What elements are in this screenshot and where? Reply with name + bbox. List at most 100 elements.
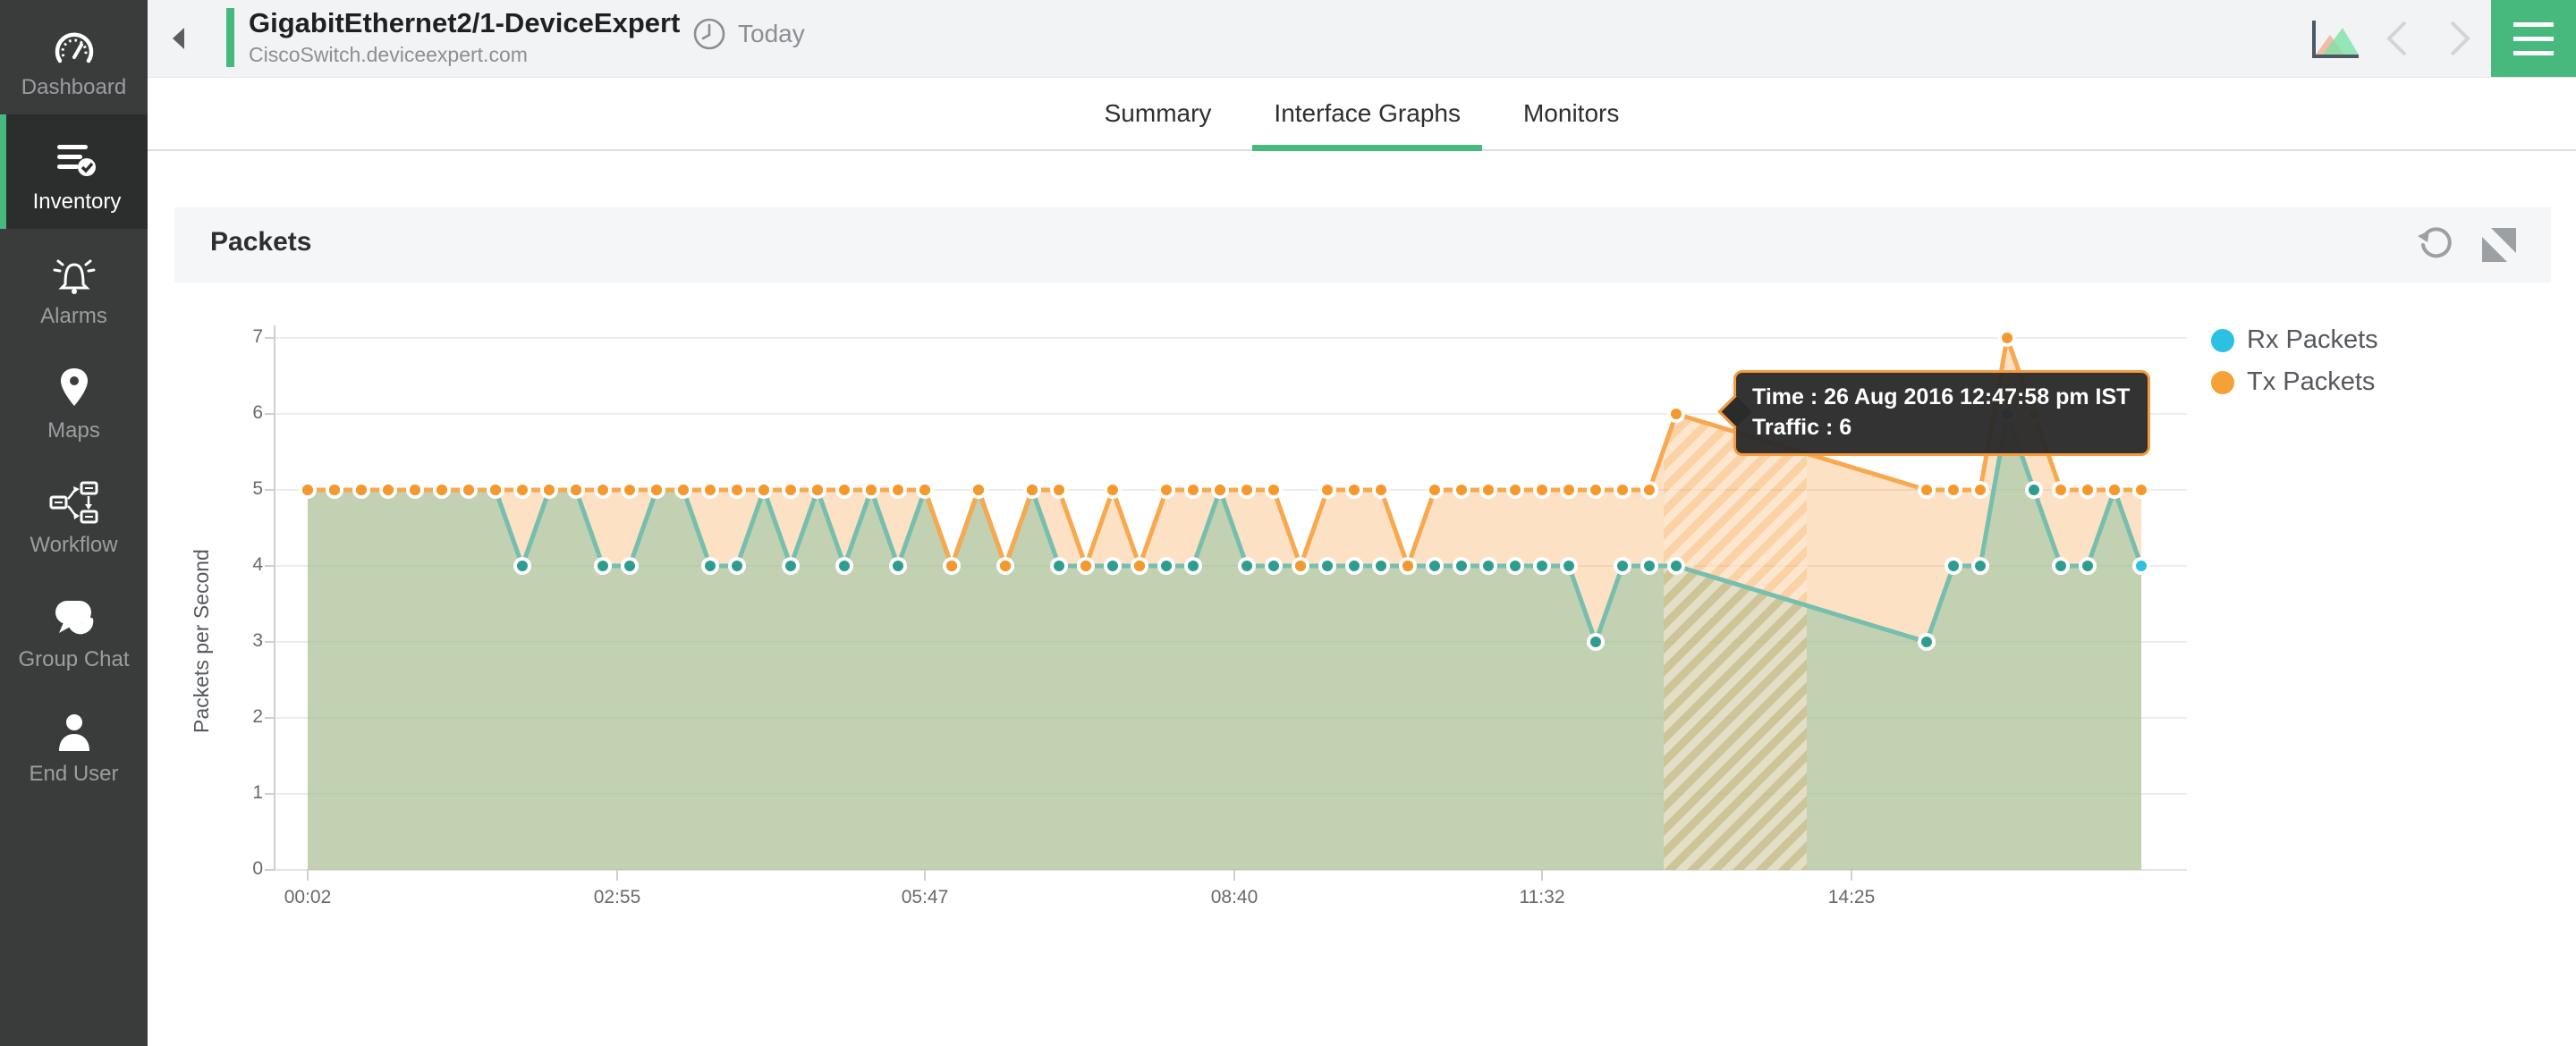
rx-data-point[interactable] [1671,561,1682,571]
tx-data-point[interactable] [490,485,501,495]
time-range-selector[interactable]: Today [691,16,805,52]
rx-data-point[interactable] [597,561,608,571]
refresh-button[interactable] [2415,225,2454,265]
next-button[interactable] [2428,0,2491,77]
rx-data-point[interactable] [1644,561,1655,571]
tx-data-point[interactable] [1510,485,1521,495]
rx-data-point[interactable] [1241,561,1252,571]
rx-data-point[interactable] [517,561,528,571]
tx-data-point[interactable] [1349,485,1360,495]
tx-data-point[interactable] [1000,561,1011,571]
tx-data-point[interactable] [1402,561,1413,571]
tx-data-point[interactable] [2082,485,2093,495]
rx-data-point[interactable] [1188,561,1199,571]
tx-data-point[interactable] [946,561,957,571]
tx-data-point[interactable] [544,485,555,495]
tx-data-point[interactable] [2002,333,2012,343]
rx-data-point[interactable] [1563,561,1574,571]
tx-data-point[interactable] [1376,485,1386,495]
tx-data-point[interactable] [1429,485,1440,495]
tx-data-point[interactable] [1322,485,1333,495]
tx-data-point[interactable] [1537,485,1547,495]
tx-data-point[interactable] [973,485,984,495]
tab-monitors[interactable]: Monitors [1522,99,1620,127]
tx-data-point[interactable] [329,485,340,495]
rx-data-point[interactable] [732,561,742,571]
tx-data-point[interactable] [1975,485,1986,495]
sidebar-item-dashboard[interactable]: Dashboard [0,0,148,114]
rx-data-point[interactable] [1322,561,1333,571]
tx-data-point[interactable] [1027,485,1038,495]
tab-summary[interactable]: Summary [1104,99,1212,127]
tx-data-point[interactable] [2109,485,2120,495]
rx-data-point[interactable] [1161,561,1172,571]
tx-data-point[interactable] [517,485,528,495]
rx-data-point[interactable] [1590,637,1601,647]
sidebar-item-alarms[interactable]: Alarms [0,229,148,343]
tx-data-point[interactable] [356,485,367,495]
tx-data-point[interactable] [705,485,716,495]
rx-data-point[interactable] [1617,561,1628,571]
tx-data-point[interactable] [651,485,662,495]
sidebar-item-end-user[interactable]: End User [0,687,148,801]
tx-data-point[interactable] [1268,485,1279,495]
sidebar-item-inventory[interactable]: Inventory [0,114,148,229]
rx-data-point[interactable] [2136,561,2147,571]
tx-data-point[interactable] [1134,561,1145,571]
collapse-back-button[interactable] [165,21,192,55]
tx-data-point[interactable] [383,485,394,495]
tx-data-point[interactable] [1590,485,1601,495]
tx-data-point[interactable] [1080,561,1091,571]
tx-data-point[interactable] [1644,485,1655,495]
rx-data-point[interactable] [2029,485,2039,495]
legend-item-tx-packets[interactable]: Tx Packets [2211,367,2378,397]
prev-button[interactable] [2366,0,2428,77]
sidebar-item-group-chat[interactable]: Group Chat [0,572,148,687]
tx-data-point[interactable] [1107,485,1118,495]
rx-data-point[interactable] [1107,561,1118,571]
tx-data-point[interactable] [2055,485,2066,495]
tx-data-point[interactable] [302,485,313,495]
rx-data-point[interactable] [893,561,903,571]
tx-data-point[interactable] [1215,485,1225,495]
tx-data-point[interactable] [1456,485,1467,495]
tx-data-point[interactable] [1563,485,1574,495]
tx-data-point[interactable] [571,485,581,495]
tx-data-point[interactable] [463,485,474,495]
rx-data-point[interactable] [1054,561,1064,571]
tx-data-point[interactable] [866,485,877,495]
tx-data-point[interactable] [1948,485,1959,495]
tx-data-point[interactable] [1241,485,1252,495]
tx-data-point[interactable] [893,485,903,495]
tx-data-point[interactable] [678,485,689,495]
rx-data-point[interactable] [1483,561,1494,571]
rx-data-point[interactable] [1429,561,1440,571]
tx-data-point[interactable] [1483,485,1494,495]
tx-data-point[interactable] [1161,485,1172,495]
expand-button[interactable] [2479,225,2519,265]
tx-data-point[interactable] [597,485,608,495]
tx-data-point[interactable] [1671,409,1682,419]
chart-view-button[interactable] [2303,0,2366,77]
tx-data-point[interactable] [436,485,447,495]
rx-data-point[interactable] [1456,561,1467,571]
tx-data-point[interactable] [839,485,850,495]
sidebar-item-maps[interactable]: Maps [0,343,148,458]
rx-data-point[interactable] [1349,561,1360,571]
tx-data-point[interactable] [785,485,796,495]
rx-data-point[interactable] [1376,561,1386,571]
rx-data-point[interactable] [1948,561,1959,571]
rx-data-point[interactable] [705,561,716,571]
rx-data-point[interactable] [1510,561,1521,571]
tx-data-point[interactable] [812,485,823,495]
rx-data-point[interactable] [1921,637,1932,647]
rx-data-point[interactable] [785,561,796,571]
rx-data-point[interactable] [839,561,850,571]
hamburger-menu-button[interactable] [2491,0,2576,77]
tx-data-point[interactable] [2136,485,2147,495]
tab-interface-graphs[interactable]: Interface Graphs [1252,78,1482,151]
tx-data-point[interactable] [1295,561,1306,571]
rx-data-point[interactable] [2055,561,2066,571]
sidebar-item-workflow[interactable]: Workflow [0,458,148,572]
